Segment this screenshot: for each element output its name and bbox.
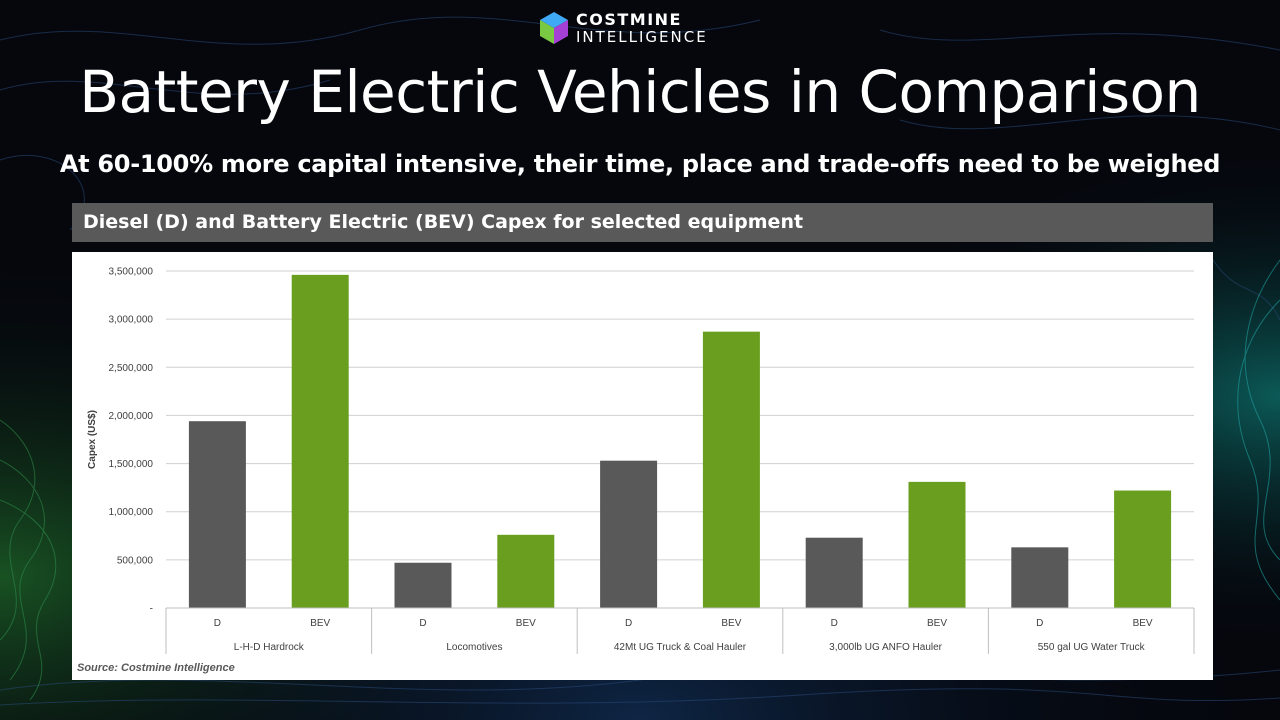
y-tick-label: 3,500,000 xyxy=(109,267,154,278)
chart-heading-bar: Diesel (D) and Battery Electric (BEV) Ca… xyxy=(72,203,1213,242)
bar-bev xyxy=(702,331,760,608)
group-label: 3,000lb UG ANFO Hauler xyxy=(829,642,942,653)
bars xyxy=(188,274,1172,608)
chart-heading: Diesel (D) and Battery Electric (BEV) Ca… xyxy=(83,211,804,233)
capex-bar-chart: - 500,000 1,000,000 1,500,000 2,000,000 2,500… xyxy=(87,267,1195,654)
x-tick-label: D xyxy=(214,618,221,629)
y-tick-label: 2,500,000 xyxy=(109,363,154,374)
bar-d xyxy=(1011,547,1069,608)
chart-panel: - 500,000 1,000,000 1,500,000 2,000,000 2,500… xyxy=(72,252,1213,680)
x-tick-label: BEV xyxy=(516,618,536,629)
x-tick-label: D xyxy=(419,618,426,629)
costmine-logo: COSTMINE INTELLIGENCE xyxy=(536,8,756,48)
x-tick-label: BEV xyxy=(310,618,330,629)
y-tick-label: 3,000,000 xyxy=(109,315,154,326)
logo-wordmark-intelligence: INTELLIGENCE xyxy=(576,28,708,46)
bar-d xyxy=(805,537,863,608)
axes: - 500,000 1,000,000 1,500,000 2,000,000 2,500… xyxy=(87,267,1195,654)
x-tick-label: BEV xyxy=(927,618,947,629)
group-label: 550 gal UG Water Truck xyxy=(1038,642,1146,653)
y-tick-label: 1,000,000 xyxy=(109,507,154,518)
x-tick-label: BEV xyxy=(1133,618,1153,629)
x-tick-label: D xyxy=(831,618,838,629)
bar-bev xyxy=(291,274,349,608)
cube-logo-icon xyxy=(540,12,568,44)
group-label: Locomotives xyxy=(446,642,502,653)
bar-d xyxy=(188,421,246,608)
page-subtitle: At 60-100% more capital intensive, their… xyxy=(59,150,1221,178)
y-axis-label: Capex (US$) xyxy=(87,410,98,469)
bar-bev xyxy=(1114,490,1172,608)
page-title: Battery Electric Vehicles in Comparison xyxy=(79,58,1201,126)
bar-d xyxy=(600,460,658,608)
group-label: L-H-D Hardrock xyxy=(234,642,305,653)
y-tick-label: 500,000 xyxy=(117,555,154,566)
x-tick-label: D xyxy=(625,618,632,629)
y-tick-label: 1,500,000 xyxy=(109,459,154,470)
x-tick-label: BEV xyxy=(721,618,741,629)
x-tick-label: D xyxy=(1036,618,1043,629)
logo-wordmark-costmine: COSTMINE xyxy=(576,10,682,29)
y-tick-label: 2,000,000 xyxy=(109,411,154,422)
bar-d xyxy=(394,562,452,608)
group-label: 42Mt UG Truck & Coal Hauler xyxy=(614,642,747,653)
y-tick-label: - xyxy=(150,604,153,615)
bar-bev xyxy=(908,481,966,608)
source-note: Source: Costmine Intelligence xyxy=(77,662,235,674)
bar-bev xyxy=(497,534,555,608)
